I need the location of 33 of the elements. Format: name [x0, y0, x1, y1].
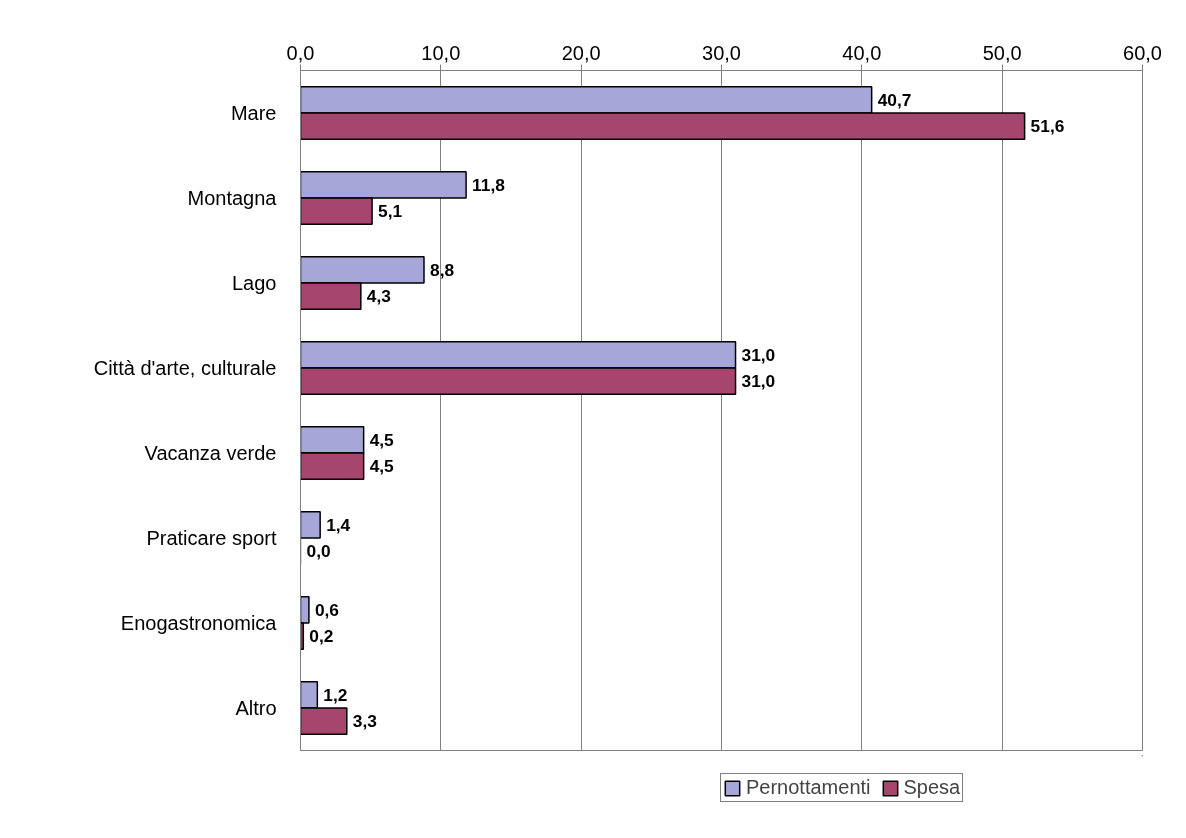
x-tick-label: 30,0 — [702, 41, 741, 64]
data-label: 1,4 — [326, 514, 351, 535]
x-tick-label: 10,0 — [421, 41, 461, 64]
data-label: 0,0 — [306, 541, 331, 562]
data-label: 4,5 — [369, 456, 395, 477]
y-tick-label: Mare — [230, 102, 277, 124]
y-tick-label: Lago — [232, 272, 277, 294]
y-tick-label: Praticare sport — [146, 527, 277, 549]
y-tick-label: Vacanza verde — [144, 442, 277, 464]
data-label: 3,3 — [352, 711, 378, 732]
data-label: 11,8 — [472, 174, 506, 195]
y-tick-label: Altro — [235, 697, 277, 719]
data-label: 40,7 — [877, 89, 912, 110]
x-tick-label: 40,0 — [842, 41, 882, 64]
legend-label: Spesa — [903, 776, 961, 799]
y-tick-label: Montagna — [187, 187, 278, 209]
data-label: 31,0 — [741, 371, 776, 392]
x-tick-label: 20,0 — [561, 41, 601, 64]
data-label: 51,6 — [1030, 116, 1065, 137]
data-label: 4,5 — [369, 429, 395, 450]
data-label: 1,2 — [323, 684, 348, 705]
data-label: 5,1 — [378, 201, 403, 222]
x-tick-label: 0,0 — [286, 41, 315, 64]
data-label: 31,0 — [741, 344, 776, 365]
legend-label: Pernottamenti — [746, 776, 871, 799]
data-label: 0,2 — [309, 626, 334, 647]
data-label: 0,6 — [314, 599, 340, 620]
y-tick-label: Enogastronomica — [120, 612, 278, 634]
y-tick-label: Città d'arte, culturale — [93, 357, 277, 379]
data-label: 8,8 — [429, 259, 455, 280]
x-tick-label: 50,0 — [982, 41, 1022, 64]
data-label: 4,3 — [366, 286, 392, 307]
x-tick-label: 60,0 — [1123, 41, 1162, 64]
